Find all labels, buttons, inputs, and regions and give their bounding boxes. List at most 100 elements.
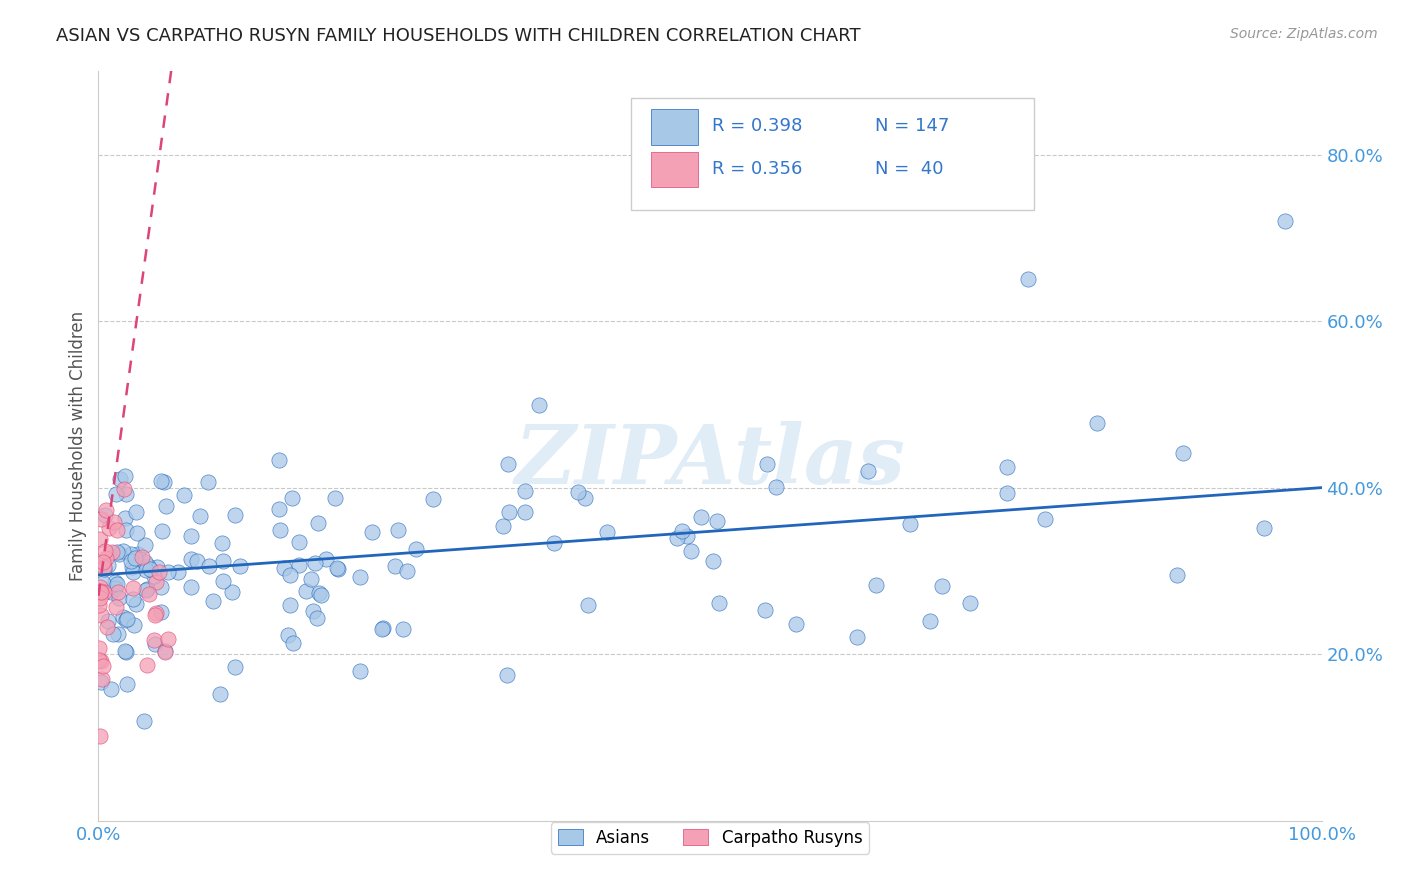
Point — [301, 604, 323, 618]
Point — [221, 584, 243, 599]
Point — [108, 547, 131, 561]
Point — [898, 517, 921, 532]
Text: ASIAN VS CARPATHO RUSYN FAMILY HOUSEHOLDS WITH CHILDREN CORRELATION CHART: ASIAN VS CARPATHO RUSYN FAMILY HOUSEHOLD… — [56, 27, 860, 45]
Point — [111, 610, 134, 624]
Point — [121, 560, 143, 574]
Point — [326, 561, 349, 575]
Point — [995, 459, 1018, 474]
Point — [90, 654, 112, 668]
Point — [931, 579, 953, 593]
Point — [115, 486, 138, 500]
Point — [93, 508, 115, 522]
Point — [100, 545, 122, 559]
Point — [90, 584, 112, 599]
Point — [273, 561, 295, 575]
Point — [702, 554, 724, 568]
Point — [89, 641, 111, 656]
Point — [139, 562, 162, 576]
Point — [755, 457, 778, 471]
Point — [89, 532, 111, 546]
Point — [112, 544, 135, 558]
Point — [405, 541, 427, 556]
Point — [131, 550, 153, 565]
Point — [498, 505, 520, 519]
Point — [392, 623, 415, 637]
Point — [208, 687, 231, 701]
Point — [121, 565, 143, 579]
Point — [90, 512, 112, 526]
Point — [136, 582, 159, 596]
Point — [149, 605, 172, 619]
Point — [150, 580, 173, 594]
Point — [120, 547, 142, 561]
Point — [105, 577, 128, 591]
Point — [785, 616, 807, 631]
Point — [269, 523, 291, 537]
Point — [188, 508, 211, 523]
Point — [422, 491, 444, 506]
Point — [138, 587, 160, 601]
Point — [117, 612, 139, 626]
Point — [142, 633, 165, 648]
Point — [125, 526, 148, 541]
Point — [1253, 520, 1275, 534]
Point — [145, 608, 167, 623]
Text: ZIPAtlas: ZIPAtlas — [515, 421, 905, 501]
Point — [186, 554, 208, 568]
Point — [155, 499, 177, 513]
Point — [173, 487, 195, 501]
Point — [89, 584, 111, 599]
Text: N =  40: N = 40 — [875, 160, 943, 178]
Point — [224, 659, 246, 673]
Point — [114, 468, 136, 483]
Point — [94, 502, 117, 516]
Point — [122, 582, 145, 596]
Point — [280, 491, 302, 506]
Point — [288, 535, 311, 549]
Point — [515, 504, 537, 518]
Point — [145, 560, 167, 574]
Point — [157, 632, 180, 646]
Point — [97, 614, 120, 628]
Point — [277, 628, 299, 642]
Point — [281, 636, 304, 650]
Point — [124, 618, 146, 632]
Point — [136, 657, 159, 672]
Point — [1166, 567, 1188, 582]
Point — [107, 626, 129, 640]
Point — [197, 558, 219, 573]
Point — [132, 714, 155, 728]
Point — [384, 559, 406, 574]
Text: R = 0.398: R = 0.398 — [713, 117, 803, 135]
Point — [278, 568, 301, 582]
Point — [349, 665, 371, 679]
Point — [278, 598, 301, 612]
Point — [307, 611, 329, 625]
Point — [156, 566, 179, 580]
Point — [105, 523, 128, 537]
Point — [315, 551, 337, 566]
Point — [90, 672, 112, 686]
Point — [287, 558, 309, 572]
Point — [105, 599, 128, 614]
Point — [959, 596, 981, 610]
Point — [153, 475, 176, 490]
Point — [98, 521, 121, 535]
Point — [666, 531, 689, 545]
Point — [166, 565, 188, 579]
Point — [97, 558, 120, 572]
Point — [387, 523, 409, 537]
Point — [371, 622, 394, 636]
Point — [326, 562, 349, 576]
Point — [492, 518, 515, 533]
Point — [136, 558, 159, 573]
Point — [671, 524, 693, 539]
Point — [93, 555, 115, 569]
Point — [134, 555, 156, 569]
Point — [89, 591, 111, 605]
Point — [496, 668, 519, 682]
Point — [180, 529, 202, 543]
Point — [349, 570, 371, 584]
Point — [267, 501, 290, 516]
Point — [93, 560, 115, 574]
